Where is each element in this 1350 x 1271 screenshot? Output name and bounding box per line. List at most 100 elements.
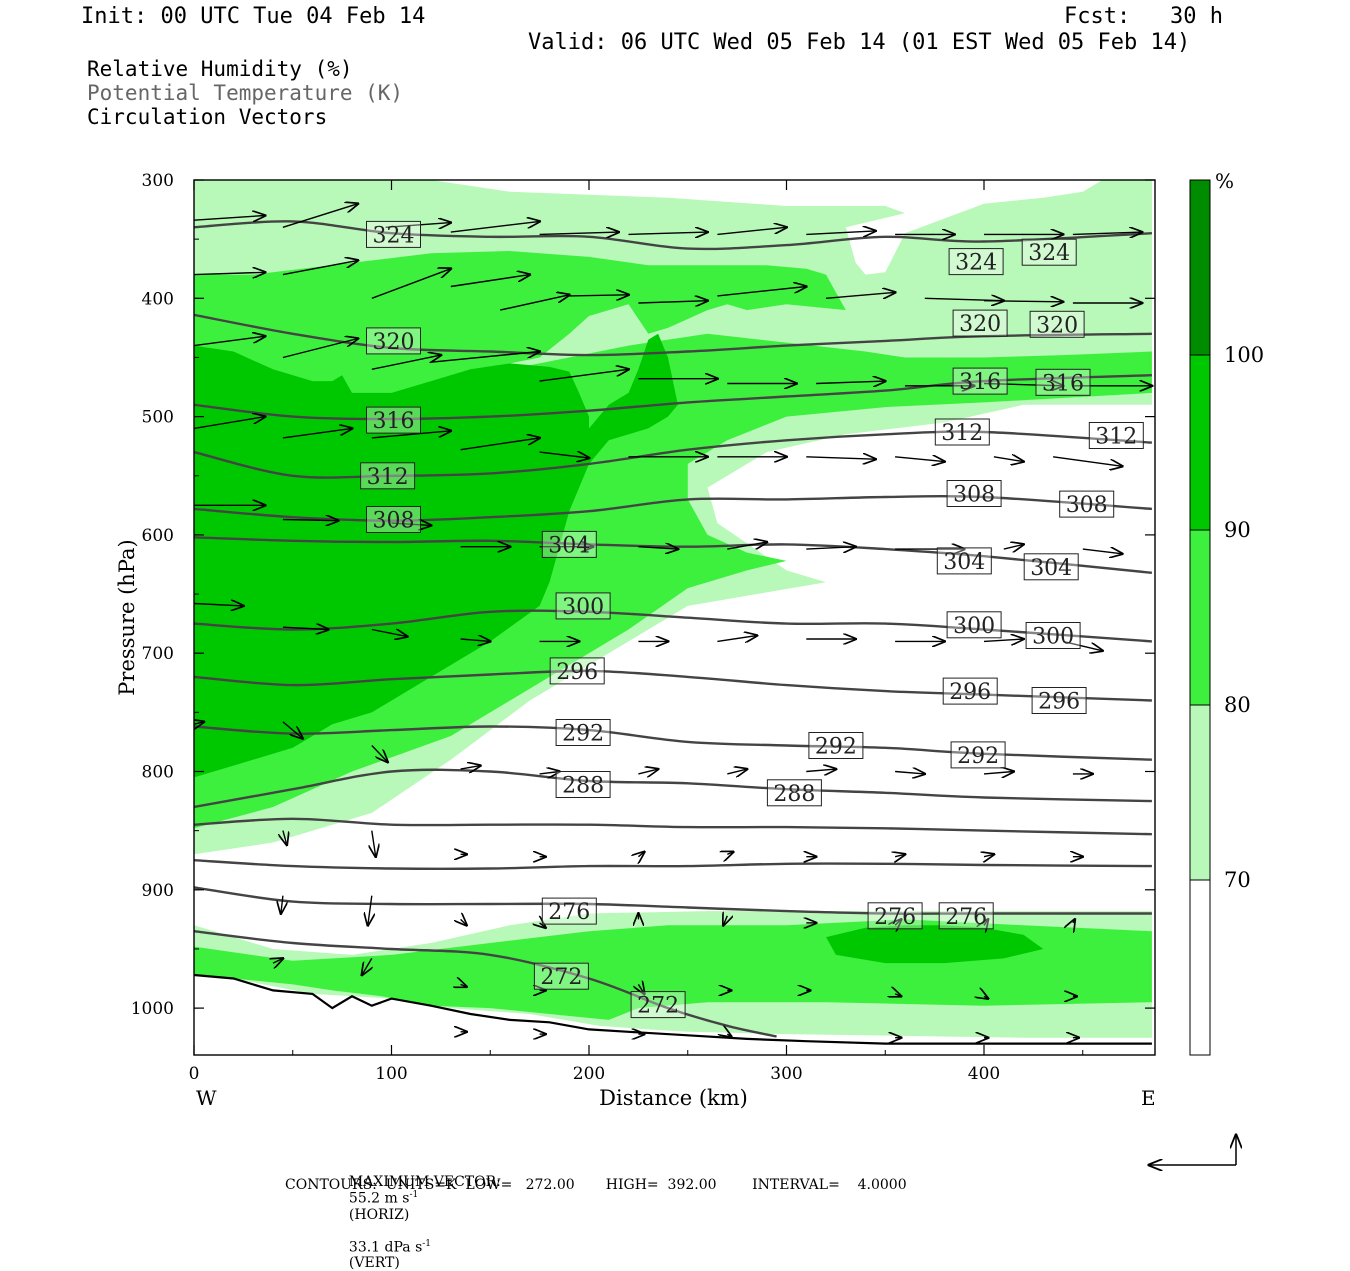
theta-label-312: 312 — [934, 418, 990, 446]
legend-theta: Potential Temperature (K) — [87, 81, 404, 105]
max-vector-line: MAXIMUM VECTOR: 55.2 m s-1 (HORIZ) 33.1 … — [340, 1158, 501, 1271]
circulation-vector — [727, 852, 733, 854]
circulation-vector — [430, 352, 540, 363]
theta-label-300: 300 — [1025, 622, 1081, 650]
theta-contour-316 — [194, 374, 1152, 421]
theta-contour-292 — [194, 725, 1152, 761]
circulation-vector — [371, 431, 451, 439]
theta-label-296: 296 — [549, 657, 605, 685]
max-vector-label: MAXIMUM VECTOR: — [348, 1174, 501, 1190]
circulation-vector — [727, 769, 747, 774]
circulation-vector — [385, 223, 451, 228]
circulation-vector — [273, 958, 283, 963]
max-vector-vert-exp: -1 — [422, 1238, 432, 1249]
plot-area: 324 324 324 320 320 320 316 316 316 312 312 312 308 3… — [194, 180, 1152, 1055]
circulation-vector — [194, 216, 265, 221]
circulation-vector — [717, 227, 786, 236]
svg-text:276: 276 — [874, 905, 916, 930]
x-tick-label: 200 — [573, 1064, 605, 1084]
theta-label-296: 296 — [942, 677, 998, 705]
svg-text:308: 308 — [1066, 493, 1108, 518]
theta-label-324: 324 — [948, 248, 1004, 276]
svg-text:316: 316 — [373, 409, 415, 434]
colorbar-segment — [1189, 354, 1211, 531]
y-tick-label: 400 — [142, 289, 174, 309]
y-tick-label: 500 — [142, 408, 174, 428]
svg-text:320: 320 — [373, 330, 415, 355]
circulation-vector — [1062, 640, 1103, 650]
svg-text:324: 324 — [373, 223, 415, 248]
colorbar-level-label: 100 — [1224, 343, 1264, 367]
below-ground-mask — [194, 975, 1152, 1055]
rh-90-region — [194, 333, 678, 778]
theta-label-312: 312 — [1088, 422, 1144, 450]
svg-text:312: 312 — [1095, 425, 1137, 450]
svg-text:292: 292 — [957, 744, 999, 769]
colorbar-level-label: 80 — [1224, 693, 1251, 717]
theta-label-276: 276 — [867, 902, 923, 930]
svg-text:276: 276 — [945, 905, 987, 930]
max-vector-vert-unit: (VERT) — [348, 1255, 400, 1271]
y-tick-label: 1000 — [131, 999, 174, 1019]
theta-label-312: 312 — [360, 462, 416, 490]
circulation-vector — [539, 452, 589, 458]
theta-label-300: 300 — [555, 592, 611, 620]
colorbar-level-label: 90 — [1224, 518, 1251, 542]
max-vector-horiz-unit: (HORIZ) — [348, 1206, 410, 1223]
svg-text:308: 308 — [953, 483, 995, 508]
theta-label-288: 288 — [555, 771, 611, 799]
circulation-vector — [282, 721, 303, 739]
reference-vector-icon — [1149, 1135, 1236, 1165]
circulation-vector — [1073, 919, 1075, 923]
circulation-vector — [460, 438, 540, 451]
circulation-vector — [569, 295, 628, 296]
east-label: E — [1141, 1086, 1156, 1110]
circulation-vector — [499, 295, 569, 311]
circulation-vector — [983, 639, 1024, 641]
circulation-vector — [1053, 456, 1122, 467]
theta-label-292: 292 — [950, 741, 1006, 769]
theta-label-296: 296 — [1031, 687, 1087, 715]
theta-label-292: 292 — [808, 732, 864, 760]
circulation-vector — [282, 339, 358, 359]
svg-text:276: 276 — [548, 900, 590, 925]
circulation-vector — [895, 457, 944, 462]
axes: 300 400 500 600 700 800 900 1000 0 100 200 300 400 W E… — [115, 171, 1156, 1110]
circulation-vector — [194, 417, 265, 430]
x-axis-label: Distance (km) — [599, 1086, 748, 1110]
svg-text:320: 320 — [1036, 313, 1078, 338]
svg-text:316: 316 — [1042, 371, 1084, 396]
svg-text:288: 288 — [562, 774, 604, 799]
circulation-vector — [539, 369, 629, 382]
circulation-vector — [460, 766, 481, 770]
circulation-vector — [638, 984, 644, 994]
circulation-vector — [993, 457, 1024, 462]
circulation-vector — [723, 916, 727, 926]
circulation-vector — [895, 919, 901, 925]
x-tick-label: 100 — [375, 1064, 407, 1084]
y-axis-label: Pressure (hPa) — [115, 539, 139, 695]
theta-label-288: 288 — [766, 779, 822, 807]
theta-label-304: 304 — [1023, 553, 1079, 581]
circulation-vector — [983, 301, 1063, 302]
circulation-vector — [983, 772, 1014, 774]
x-tick-label: 400 — [968, 1064, 1000, 1084]
circulation-vector — [983, 384, 1063, 386]
colorbar-segment — [1189, 529, 1211, 706]
rh-90-region — [826, 925, 1044, 964]
circulation-vector — [638, 769, 658, 774]
x-tick-label: 0 — [189, 1064, 200, 1084]
svg-text:292: 292 — [815, 735, 857, 760]
init-time: Init: 00 UTC Tue 04 Feb 14 — [81, 4, 426, 29]
max-vector-horiz: 55.2 m s — [348, 1190, 410, 1207]
svg-text:304: 304 — [548, 533, 590, 558]
circulation-vector — [984, 996, 988, 998]
circulation-vector — [717, 287, 806, 297]
circulation-vector — [194, 336, 265, 347]
circulation-vector — [638, 852, 644, 857]
circulation-vector — [282, 627, 328, 629]
svg-text:308: 308 — [373, 509, 415, 534]
rh-80-region — [194, 251, 846, 393]
theta-label-304: 304 — [936, 547, 992, 575]
theta-contour-280 — [194, 859, 1152, 870]
